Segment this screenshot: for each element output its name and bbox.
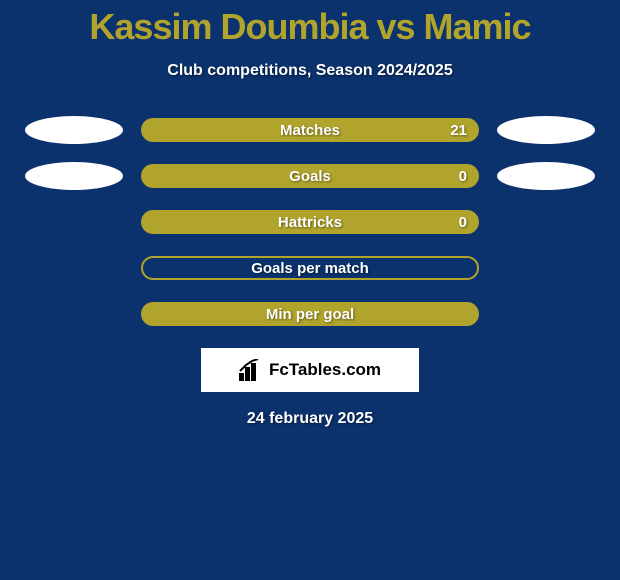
right-ellipse	[497, 300, 595, 328]
stats-rows: Matches 21 Goals 0 Hattricks 0 Goals per…	[0, 118, 620, 326]
stat-label: Goals per match	[251, 260, 369, 277]
left-ellipse	[25, 162, 123, 190]
right-ellipse	[497, 116, 595, 144]
stat-bar: Hattricks 0	[141, 210, 479, 234]
left-ellipse	[25, 300, 123, 328]
page-title: Kassim Doumbia vs Mamic	[0, 0, 620, 48]
stat-label: Min per goal	[266, 306, 354, 323]
left-ellipse	[25, 254, 123, 282]
stat-row: Goals per match	[0, 256, 620, 280]
stat-label: Hattricks	[278, 214, 342, 231]
stat-bar: Matches 21	[141, 118, 479, 142]
bars-icon	[239, 359, 263, 381]
left-ellipse	[25, 208, 123, 236]
stat-label: Goals	[289, 168, 331, 185]
stat-value: 0	[459, 168, 467, 185]
right-ellipse	[497, 208, 595, 236]
right-ellipse	[497, 254, 595, 282]
stat-row: Matches 21	[0, 118, 620, 142]
brand-box: FcTables.com	[201, 348, 419, 392]
stat-label: Matches	[280, 122, 340, 139]
stat-bar: Goals 0	[141, 164, 479, 188]
stat-bar: Min per goal	[141, 302, 479, 326]
brand-text: FcTables.com	[269, 360, 381, 380]
page-subtitle: Club competitions, Season 2024/2025	[0, 62, 620, 80]
stat-row: Min per goal	[0, 302, 620, 326]
stat-row: Hattricks 0	[0, 210, 620, 234]
stat-row: Goals 0	[0, 164, 620, 188]
stat-value: 21	[450, 122, 467, 139]
stat-bar: Goals per match	[141, 256, 479, 280]
right-ellipse	[497, 162, 595, 190]
stat-value: 0	[459, 214, 467, 231]
footer-date: 24 february 2025	[0, 410, 620, 428]
left-ellipse	[25, 116, 123, 144]
